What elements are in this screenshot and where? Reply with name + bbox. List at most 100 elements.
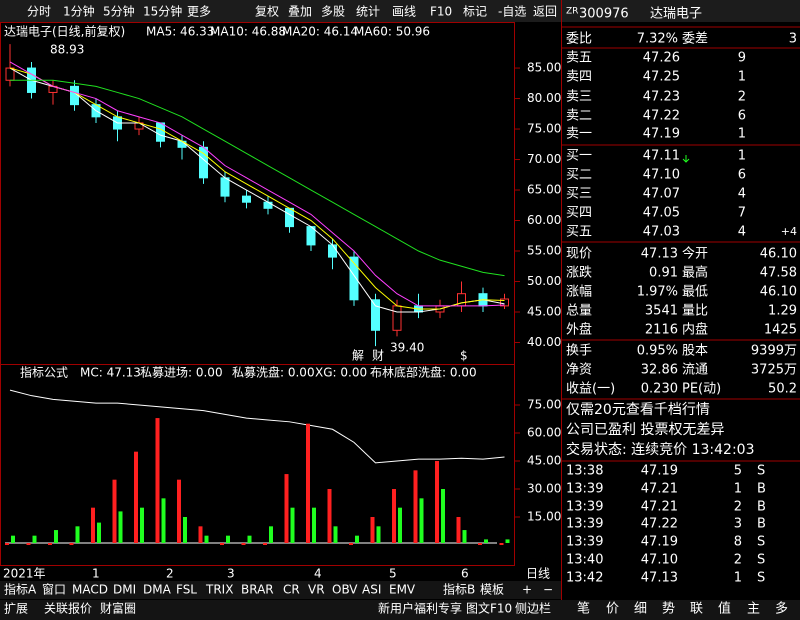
trade-time: 13:38	[566, 464, 603, 479]
field-label: 内盘	[682, 322, 708, 338]
ask-price: 47.19	[643, 127, 680, 142]
indicator-tab[interactable]: DMI	[113, 583, 136, 597]
toolbar-button[interactable]: 5分钟	[103, 4, 135, 19]
indicator-tab[interactable]: DMA	[143, 583, 172, 597]
down-arrow	[682, 155, 690, 163]
indicator-tab[interactable]: −	[543, 583, 553, 597]
toolbar-button[interactable]: 多股	[321, 5, 345, 19]
field-label: 委比	[566, 32, 592, 47]
ask-price: 47.22	[643, 109, 680, 124]
indicator-tab[interactable]: MACD	[72, 583, 108, 597]
toolbar-button[interactable]: 叠加	[288, 5, 312, 19]
candle-body	[177, 140, 187, 148]
footer-link[interactable]: 财富圈	[100, 601, 136, 616]
indicator-bar	[441, 489, 445, 543]
indicator-tab[interactable]: EMV	[389, 583, 416, 597]
toolbar-button[interactable]: 标记	[463, 5, 487, 19]
field-value: 9399万	[751, 344, 797, 359]
indicator-bar	[155, 418, 160, 543]
trade-price: 47.13	[641, 571, 678, 586]
indicator-bar	[226, 535, 230, 543]
footer-link[interactable]: 侧边栏	[515, 601, 551, 616]
indicator-bar	[263, 543, 267, 545]
bid-price: 47.10	[643, 168, 680, 183]
indicator-tab[interactable]: FSL	[176, 583, 197, 597]
trade-volume: 2	[734, 553, 742, 568]
indicator-bar	[478, 543, 482, 545]
indicator-tab[interactable]: 指标B	[443, 582, 475, 597]
side-tab[interactable]: 细	[634, 602, 647, 617]
indicator-bar	[26, 543, 31, 545]
footer-link[interactable]: 图文F10	[466, 601, 512, 616]
toolbar-button[interactable]: 复权	[255, 5, 279, 19]
indicator-tab[interactable]: 指标A	[4, 582, 37, 597]
toolbar-button[interactable]: 画线	[392, 5, 416, 19]
side-tab[interactable]: 笔	[577, 601, 590, 617]
toolbar-button[interactable]: F10	[430, 5, 452, 19]
date-label: 4	[314, 567, 322, 581]
indicator-tab[interactable]: CR	[283, 583, 300, 597]
date-label: 1	[92, 567, 100, 581]
indicator-bar	[112, 479, 117, 543]
indicator-tab[interactable]: TRIX	[205, 583, 233, 597]
side-tab[interactable]: 势	[662, 601, 675, 617]
trade-side: S	[757, 535, 765, 550]
footer-link[interactable]: 关联报价	[44, 601, 92, 616]
indicator-bar	[333, 526, 338, 543]
field-value: 7.32%	[637, 32, 678, 47]
toolbar-button[interactable]: 统计	[356, 5, 380, 19]
indicator-bar	[413, 470, 418, 543]
annotation: $	[460, 349, 468, 363]
indicator-bar	[54, 530, 58, 543]
toolbar-button[interactable]: 15分钟	[143, 4, 182, 19]
indicator-bar	[97, 522, 101, 543]
footer-link[interactable]: 扩展	[4, 602, 28, 616]
trade-side: S	[757, 464, 765, 479]
indicator-bar	[204, 535, 209, 543]
indicator-bar	[11, 535, 15, 543]
field-label: 流通	[682, 363, 708, 378]
indicator-tab[interactable]: BRAR	[241, 583, 274, 597]
field-value: 1425	[764, 323, 797, 338]
side-tab[interactable]: 价	[606, 602, 619, 617]
field-label: 换手	[566, 344, 592, 359]
notice[interactable]: 仅需20元查看千档行情	[566, 402, 710, 418]
field-label: PE(动)	[682, 382, 721, 397]
indicator-tab[interactable]: OBV	[332, 583, 358, 597]
indicator-title: 指标公式	[20, 365, 68, 380]
indicator-tab[interactable]: VR	[308, 583, 325, 597]
annotation: 解	[352, 349, 364, 363]
field-value: 32.86	[641, 363, 678, 378]
side-tab[interactable]: 值	[718, 601, 731, 617]
side-tab[interactable]: 多	[775, 601, 788, 617]
candle-body	[285, 207, 294, 228]
period-label: 日线	[526, 567, 550, 581]
side-tab[interactable]: 联	[690, 602, 703, 617]
toolbar-button[interactable]: 更多	[187, 5, 211, 19]
y-tick-label: 40.00	[527, 335, 561, 349]
ma-line	[10, 79, 505, 277]
indicator-tab[interactable]: 窗口	[42, 583, 66, 597]
indicator-tab[interactable]: 模板	[480, 583, 504, 597]
bid-volume: 1	[738, 149, 746, 164]
ask-price: 47.23	[643, 90, 680, 105]
footer-link[interactable]: 新用户福利专享	[378, 601, 462, 616]
indicator-bar	[69, 543, 74, 545]
trade-price: 47.10	[641, 553, 678, 568]
side-tab[interactable]: 主	[747, 602, 760, 617]
y-tick-label: 15.00	[527, 510, 561, 524]
toolbar-button[interactable]: 分时	[27, 5, 51, 19]
toolbar-button[interactable]: -自选	[498, 5, 526, 19]
field-value: 0.230	[641, 382, 678, 397]
toolbar-button[interactable]: 1分钟	[63, 4, 95, 19]
indicator-bar	[306, 423, 310, 543]
ask-label: 卖一	[566, 127, 592, 142]
field-label: 今开	[682, 246, 708, 262]
ma-line	[9, 67, 505, 313]
indicator-tab[interactable]: +	[522, 583, 532, 597]
candle-body	[371, 299, 380, 331]
indicator-tab[interactable]: ASI	[362, 583, 381, 597]
toolbar-button[interactable]: 返回	[533, 5, 557, 19]
trade-price: 47.22	[641, 517, 678, 532]
field-value: 50.2	[768, 382, 797, 397]
